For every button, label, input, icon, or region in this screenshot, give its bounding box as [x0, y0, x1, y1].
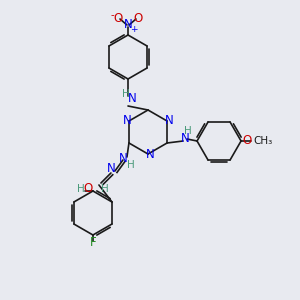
Text: N: N	[128, 92, 136, 104]
Text: O: O	[83, 182, 93, 196]
Text: O: O	[113, 13, 123, 26]
Text: N: N	[124, 19, 132, 32]
Text: CH₃: CH₃	[254, 136, 273, 146]
Text: H: H	[122, 89, 130, 99]
Text: N: N	[165, 113, 173, 127]
Text: H: H	[184, 126, 192, 136]
Text: +: +	[130, 25, 138, 34]
Text: N: N	[123, 115, 131, 128]
Text: N: N	[181, 133, 189, 146]
Text: -: -	[110, 10, 114, 20]
Text: H: H	[77, 184, 85, 194]
Text: O: O	[134, 13, 142, 26]
Text: N: N	[106, 163, 115, 176]
Text: O: O	[242, 134, 252, 148]
Text: H: H	[127, 160, 135, 170]
Text: N: N	[146, 148, 154, 161]
Text: F: F	[90, 236, 96, 250]
Text: H: H	[101, 184, 109, 194]
Text: N: N	[118, 152, 127, 166]
